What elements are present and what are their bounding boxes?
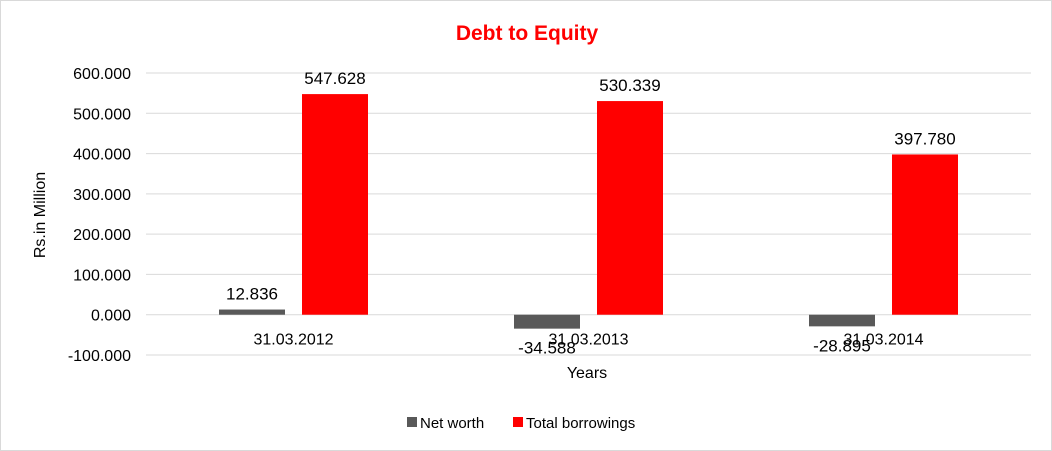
x-tick-label: 31.03.2013 — [548, 332, 628, 349]
bar-total-borrowings — [302, 94, 368, 315]
data-label: 397.780 — [894, 129, 955, 148]
y-tick-label: -100.000 — [68, 348, 131, 365]
legend-swatch — [513, 417, 523, 427]
data-label: -28.895 — [813, 336, 871, 355]
x-axis-ticks: 31.03.2012 31.03.2013 31.03.2014 — [253, 332, 923, 349]
legend-label: Total borrowings — [526, 415, 635, 432]
y-tick-label: 600.000 — [73, 66, 131, 83]
legend-swatch — [407, 417, 417, 427]
bar-total-borrowings — [892, 154, 958, 315]
y-axis-ticks: 600.000 500.000 400.000 300.000 200.000 100.0… — [68, 66, 131, 365]
y-tick-label: 400.000 — [73, 147, 131, 164]
y-tick-label: 200.000 — [73, 227, 131, 244]
bar-net-worth — [809, 314, 875, 327]
y-axis-label: Rs.in Million — [32, 172, 49, 258]
bar-total-borrowings — [597, 101, 663, 315]
data-label: 12.836 — [226, 285, 278, 304]
data-label: 530.339 — [599, 76, 660, 95]
x-tick-label: 31.03.2014 — [843, 332, 923, 349]
bar-net-worth — [514, 314, 580, 329]
y-tick-label: 0.000 — [91, 308, 131, 325]
y-tick-label: 100.000 — [73, 267, 131, 284]
legend: Net worth Total borrowings — [407, 415, 635, 432]
legend-label: Net worth — [420, 415, 484, 432]
bars — [219, 94, 958, 329]
data-labels: 12.836 547.628 -34.588 530.339 -28.895 397.78… — [226, 69, 956, 358]
gridlines — [146, 72, 1031, 356]
x-axis-label: Years — [567, 365, 607, 382]
x-tick-label: 31.03.2012 — [253, 332, 333, 349]
y-tick-label: 500.000 — [73, 106, 131, 123]
chart-title: Debt to Equity — [456, 22, 599, 45]
y-tick-label: 300.000 — [73, 187, 131, 204]
data-label: 547.628 — [304, 69, 365, 88]
data-label: -34.588 — [518, 339, 576, 358]
bar-net-worth — [219, 309, 285, 315]
